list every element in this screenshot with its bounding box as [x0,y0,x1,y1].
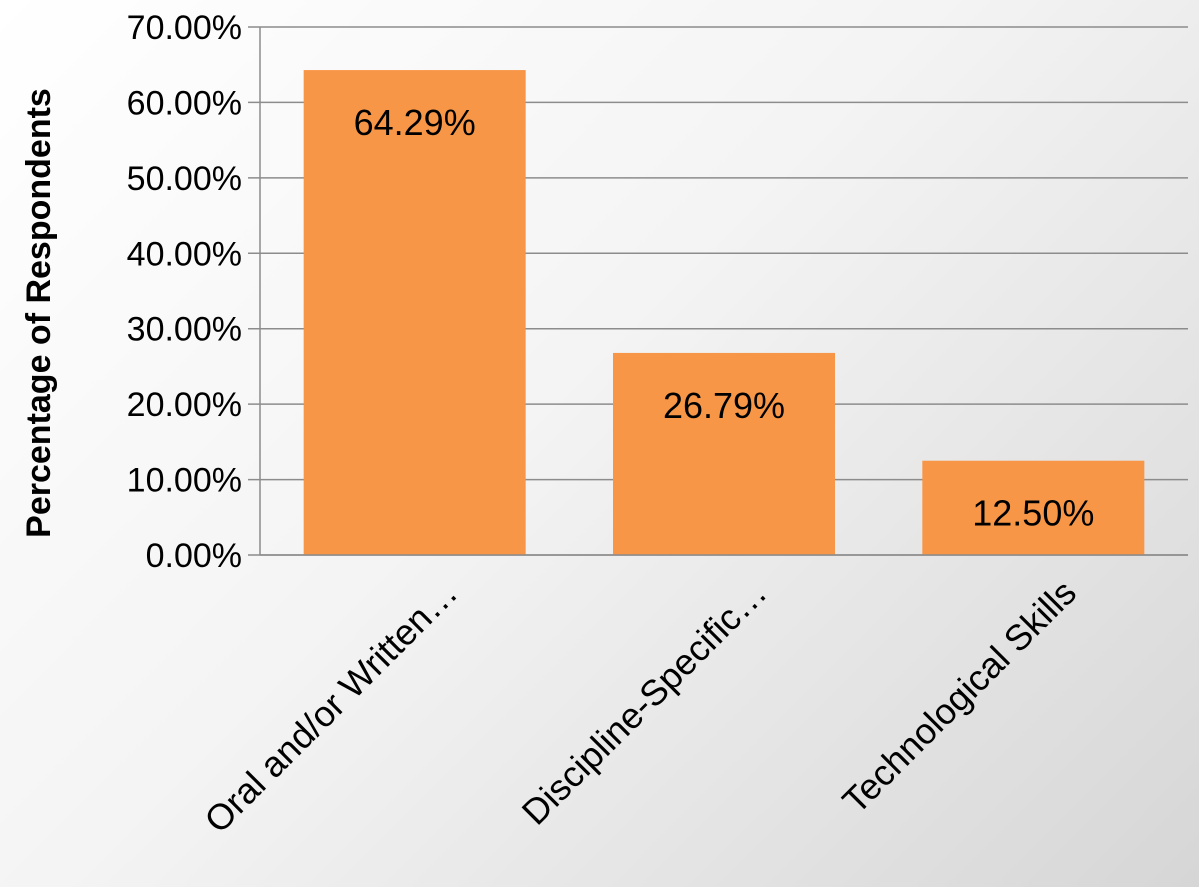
y-tick-label: 40.00% [127,235,242,273]
y-tick-label: 30.00% [127,311,242,349]
data-label: 26.79% [663,385,785,426]
bar-2 [613,352,835,555]
y-tick-label: 50.00% [127,160,242,198]
x-category-label: Oral and/or Written… [196,572,465,841]
x-category-label: Technological Skills [834,572,1084,822]
y-tick-label: 20.00% [127,386,242,424]
y-tick-label: 60.00% [127,84,242,122]
x-category-label: Discipline-Specific… [514,572,775,833]
data-label: 64.29% [354,102,476,143]
y-tick-label: 10.00% [127,462,242,500]
bar-1 [303,70,526,556]
y-tick-label: 0.00% [146,537,242,575]
data-label: 12.50% [972,493,1094,534]
bar-3 [922,460,1145,555]
y-axis-title: Percentage of Respondents [20,88,58,538]
y-tick-label: 70.00% [127,9,242,47]
